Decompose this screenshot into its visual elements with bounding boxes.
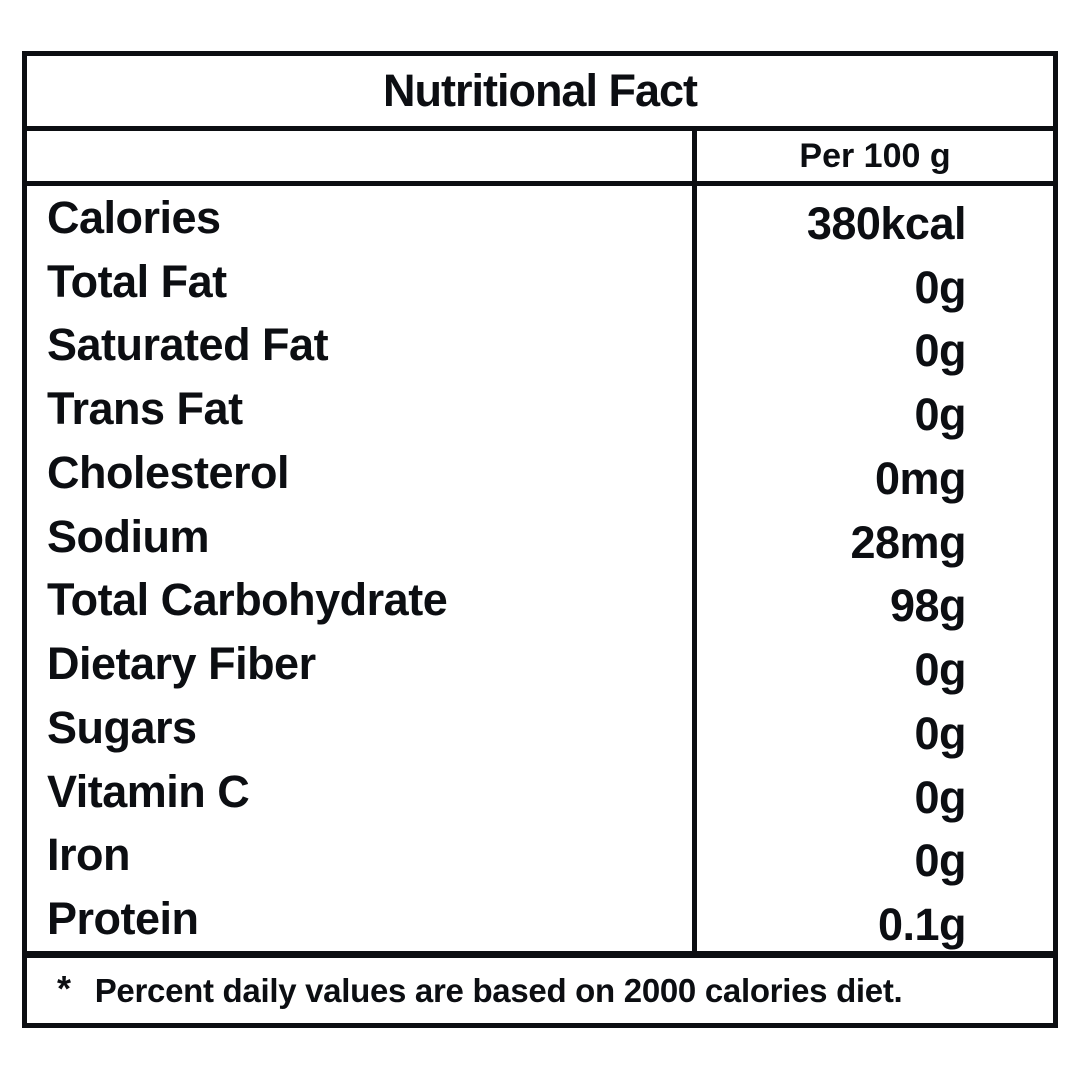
nutrient-label-vitamin-c: Vitamin C — [47, 765, 250, 817]
nutrient-label-calories: Calories — [47, 191, 221, 243]
column-header-row: Per 100 g — [27, 131, 1053, 186]
column-header-per-100g: Per 100 g — [799, 136, 951, 175]
column-header-empty-cell — [27, 131, 697, 181]
nutrient-label-sugars: Sugars — [47, 701, 197, 753]
nutrient-label-iron: Iron — [47, 829, 131, 881]
nutrient-values-column: 380kcal 0g 0g 0g 0mg 28mg 98g 0g 0g 0g 0… — [697, 186, 1053, 951]
nutrient-value-sugars: 0g — [914, 707, 966, 759]
nutrient-value-cholesterol: 0mg — [874, 452, 967, 504]
nutrient-value-total-carbohydrate: 98g — [889, 580, 967, 632]
nutrient-value-calories: 380kcal — [806, 197, 967, 249]
nutrient-table-body: Calories Total Fat Saturated Fat Trans F… — [27, 186, 1053, 951]
nutrient-value-trans-fat: 0g — [914, 389, 966, 441]
nutrition-facts-label: Nutritional Fact Per 100 g Calories Tota… — [22, 51, 1058, 1028]
nutrient-value-iron: 0g — [914, 835, 966, 887]
footnote-row: * Percent daily values are based on 2000… — [27, 951, 1053, 1023]
footnote-asterisk: * — [57, 967, 71, 1009]
nutrient-label-dietary-fiber: Dietary Fiber — [47, 638, 316, 690]
footnote-text: Percent daily values are based on 2000 c… — [94, 971, 903, 1009]
nutrient-value-sodium: 28mg — [850, 516, 966, 568]
nutrient-label-cholesterol: Cholesterol — [47, 446, 290, 498]
nutrient-label-sodium: Sodium — [47, 510, 210, 562]
nutrient-value-protein: 0.1g — [877, 899, 967, 951]
nutrient-labels-column: Calories Total Fat Saturated Fat Trans F… — [27, 186, 697, 951]
nutrient-label-saturated-fat: Saturated Fat — [47, 319, 329, 371]
nutrient-value-vitamin-c: 0g — [914, 771, 966, 823]
nutrient-value-dietary-fiber: 0g — [914, 644, 966, 696]
nutrient-value-total-fat: 0g — [914, 261, 966, 313]
nutrient-value-saturated-fat: 0g — [914, 325, 966, 377]
label-title: Nutritional Fact — [27, 56, 1053, 131]
nutrient-label-protein: Protein — [47, 893, 199, 945]
nutrient-label-total-fat: Total Fat — [47, 255, 227, 307]
nutrient-label-trans-fat: Trans Fat — [47, 383, 243, 435]
nutrient-label-total-carbohydrate: Total Carbohydrate — [47, 574, 448, 626]
